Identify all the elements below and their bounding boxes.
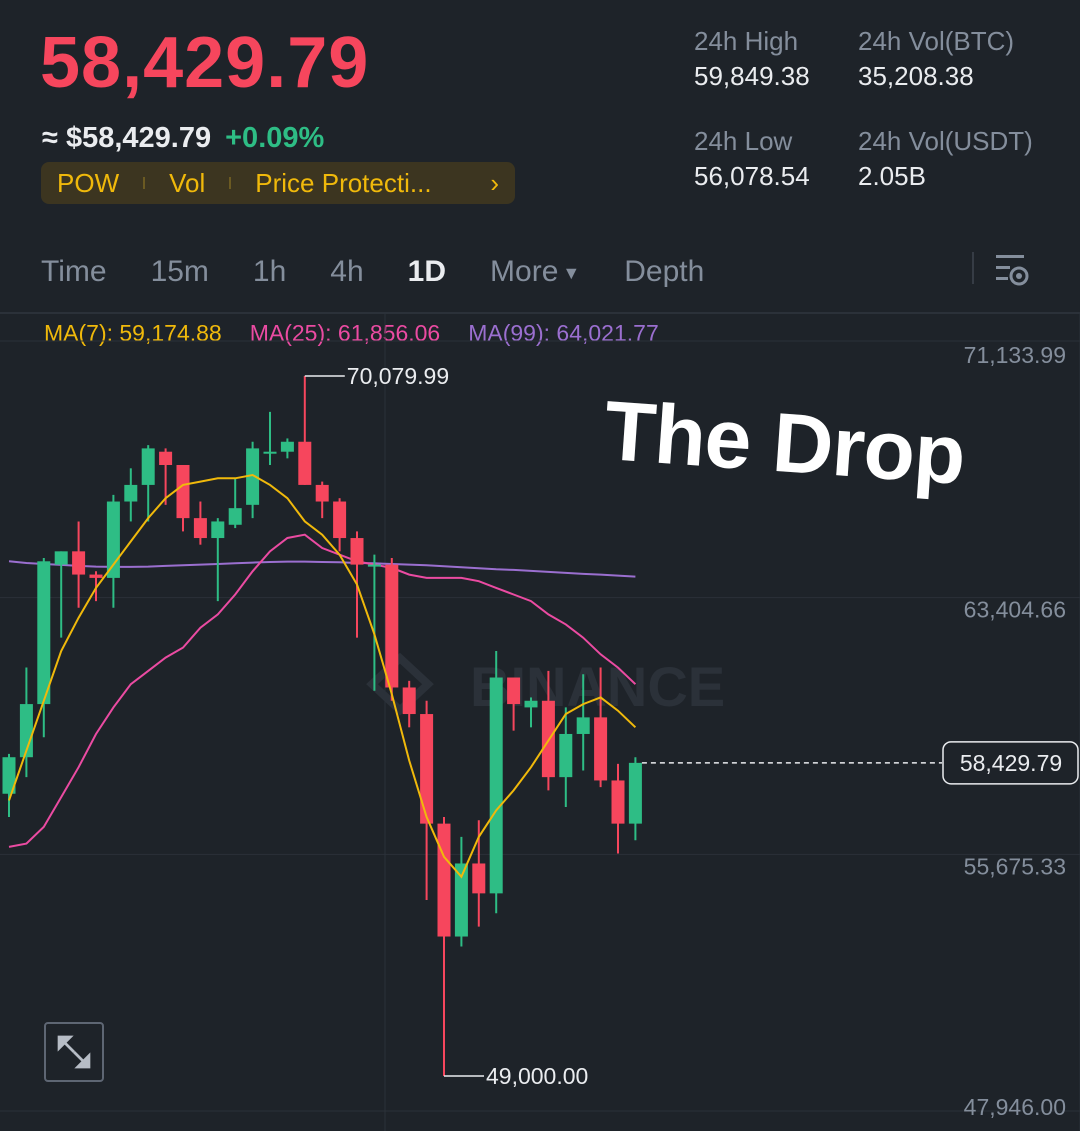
candle-body-down	[420, 714, 434, 824]
candle-body-down	[350, 538, 364, 565]
min-price-label: 49,000.00	[486, 1063, 588, 1089]
candle-body-up	[576, 717, 590, 734]
ma25-line	[8, 533, 637, 848]
candle-body-up	[211, 521, 225, 539]
candle-body-down	[315, 484, 329, 502]
vol-usdt-label: 24h Vol(USDT)	[858, 126, 1033, 156]
high-label: 24h High	[694, 26, 799, 56]
candle-body-down	[72, 551, 86, 575]
tab-1d[interactable]: 1D	[407, 255, 447, 288]
ma7-label: MA(7): 59,174.88	[44, 320, 222, 346]
candle-body-up	[524, 700, 538, 708]
candle-body-down	[176, 464, 190, 519]
vol-usdt-value: 2.05B	[858, 161, 926, 191]
tab-1h[interactable]: 1h	[252, 255, 287, 288]
y-tick-label: 55,675.33	[964, 853, 1066, 879]
candle-body-down	[298, 441, 312, 485]
tabs-divider	[972, 252, 974, 284]
candle-body-down	[507, 677, 521, 705]
tag-price-protection[interactable]: Price Protecti...	[255, 167, 432, 198]
price-sub-row: ≈ $58,429.79 +0.09%	[42, 122, 324, 155]
current-price-badge[interactable]	[942, 741, 1079, 785]
change-percent: +0.09%	[225, 122, 325, 154]
tag-divider	[143, 177, 146, 189]
candle-body-up	[280, 441, 294, 452]
candle-body-up	[124, 484, 138, 502]
tab-more-label: More	[490, 255, 559, 288]
stats-col-highlow: 24h High 59,849.38 24h Low 56,078.54	[694, 24, 810, 194]
candle-body-down	[385, 564, 399, 688]
expand-icon[interactable]	[44, 1022, 104, 1082]
candle-body-down	[472, 863, 486, 894]
candle-body-down	[611, 780, 625, 824]
vol-btc-label: 24h Vol(BTC)	[858, 26, 1015, 56]
y-tick-label: 63,404.66	[964, 597, 1066, 623]
candle-body-down	[89, 574, 103, 578]
ma99-line	[8, 560, 636, 578]
current-price-badge-label: 58,429.79	[960, 750, 1062, 776]
candle-body-up	[141, 448, 155, 485]
ma-legend: MA(7): 59,174.88 MA(25): 61,856.06 MA(99…	[44, 320, 659, 347]
candle-body-down	[594, 717, 608, 781]
caret-down-icon: ▼	[562, 262, 581, 283]
candle-body-down	[333, 501, 347, 539]
candle-body-down	[159, 451, 173, 465]
tab-time[interactable]: Time	[41, 255, 107, 288]
candle-body-up	[489, 677, 503, 894]
tab-15m[interactable]: 15m	[150, 255, 209, 288]
candle-body-up	[367, 564, 381, 567]
tag-divider	[229, 177, 232, 189]
ma7-line	[8, 473, 637, 879]
approx-usd-price: ≈ $58,429.79	[42, 122, 212, 154]
tab-4h[interactable]: 4h	[330, 255, 364, 288]
ma25-label: MA(25): 61,856.06	[249, 320, 441, 346]
tab-depth[interactable]: Depth	[624, 255, 705, 288]
candle-body-up	[246, 448, 260, 505]
candle-body-up	[628, 762, 642, 824]
candle-body-down	[402, 687, 416, 715]
y-tick-label: 71,133.99	[964, 342, 1066, 368]
chevron-right-icon[interactable]: ›	[490, 167, 499, 198]
y-tick-label: 47,946.00	[964, 1094, 1066, 1120]
chart-settings-icon[interactable]	[994, 252, 1030, 288]
vol-btc-value: 35,208.38	[858, 61, 974, 91]
candle-body-down	[193, 518, 207, 539]
candle-body-down	[437, 823, 451, 937]
tag-vol[interactable]: Vol	[169, 167, 206, 198]
max-price-label: 70,079.99	[347, 363, 449, 389]
stats-col-volume: 24h Vol(BTC) 35,208.38 24h Vol(USDT) 2.0…	[858, 24, 1033, 194]
candle-body-up	[37, 561, 51, 705]
candle-body-up	[228, 508, 242, 525]
interval-tabs: Time 15m 1h 4h 1D More ▼ Depth	[41, 250, 748, 294]
candle-body-up	[454, 863, 468, 937]
candle-body-up	[106, 501, 120, 578]
tab-more[interactable]: More ▼	[490, 255, 580, 289]
candle-body-up	[559, 733, 573, 778]
tag-pow[interactable]: POW	[57, 167, 120, 198]
tags-bar[interactable]: POW Vol Price Protecti... ›	[41, 162, 515, 204]
candle-body-up	[263, 451, 277, 454]
low-value: 56,078.54	[694, 161, 810, 191]
candle-body-up	[2, 757, 16, 794]
low-label: 24h Low	[694, 126, 793, 156]
header-divider	[0, 312, 1080, 314]
watermark-logo-icon	[366, 652, 434, 716]
high-value: 59,849.38	[694, 61, 810, 91]
last-price: 58,429.79	[40, 23, 370, 103]
ma99-label: MA(99): 64,021.77	[468, 320, 659, 346]
candle-body-up	[54, 551, 68, 565]
candlestick-chart[interactable]: BINANCE71,133.9963,404.6655,675.3347,946…	[0, 314, 1080, 1131]
